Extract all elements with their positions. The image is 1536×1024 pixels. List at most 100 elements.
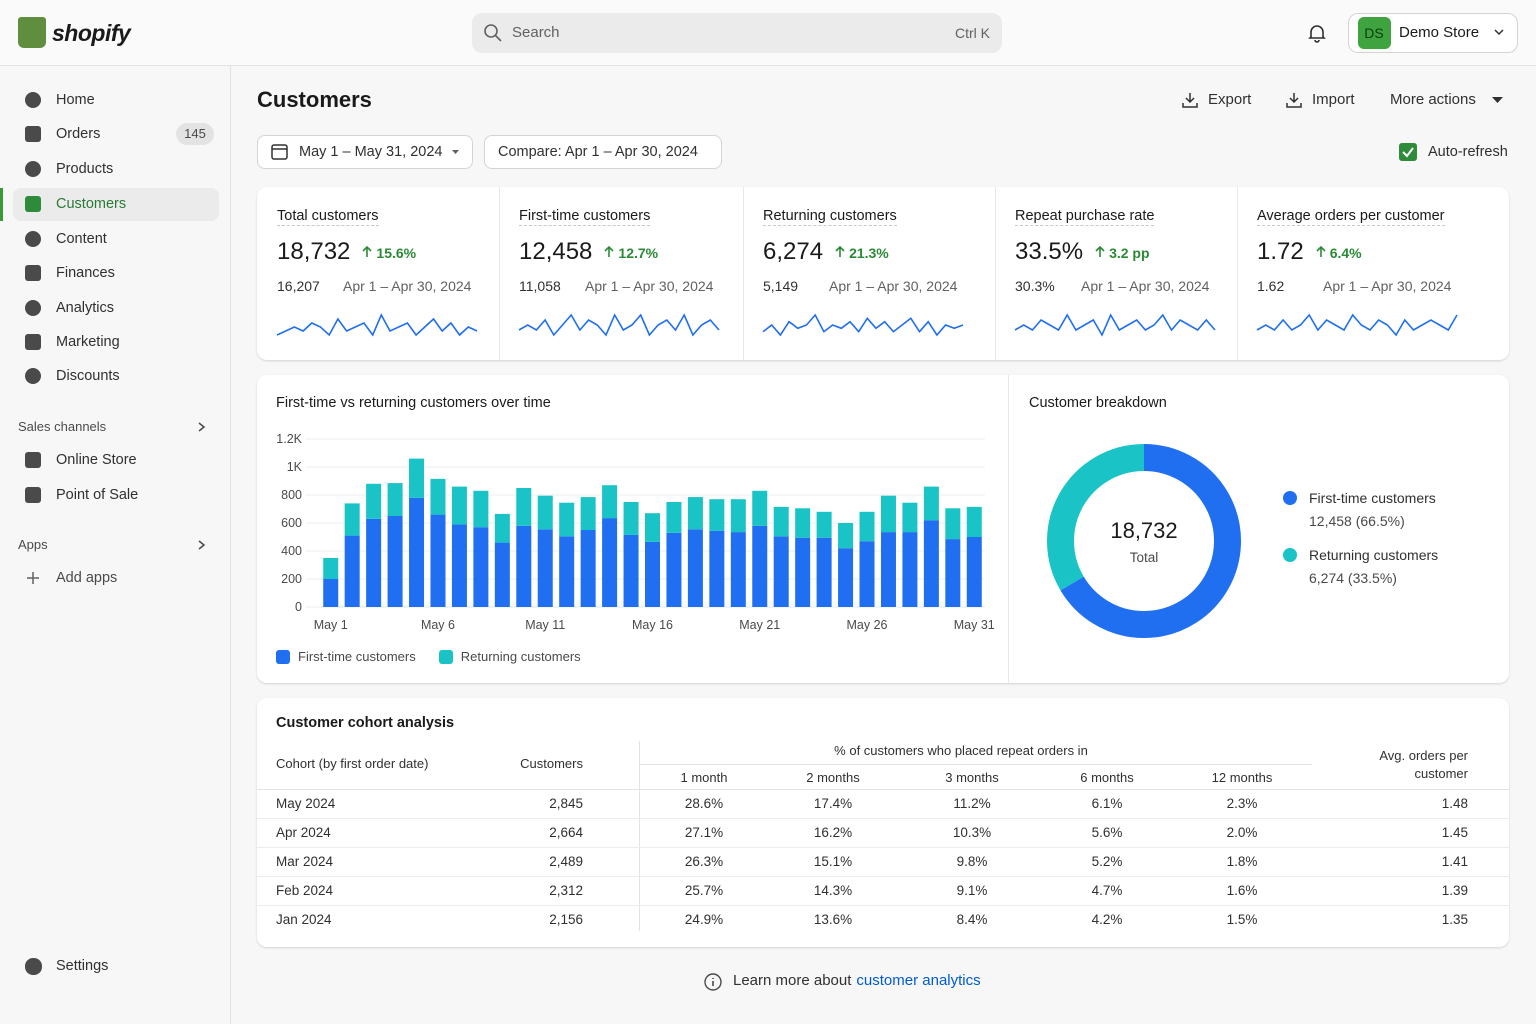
metric-label: Average orders per customer	[1257, 208, 1445, 226]
nav-item[interactable]: Home	[56, 92, 95, 108]
table-header: 6 months	[1080, 770, 1134, 785]
bar-segment	[516, 525, 532, 607]
bar-segment	[537, 495, 553, 530]
table-cell: 27.1%	[684, 825, 724, 840]
up-arrow	[1095, 245, 1105, 257]
y-tick-label: 0	[295, 600, 302, 614]
bar-segment	[623, 502, 639, 535]
bar-segment	[666, 532, 682, 607]
sparkline-line	[518, 313, 720, 337]
table-header: Avg. orders per customer	[1379, 748, 1468, 781]
table-cell: 6.1%	[1091, 796, 1123, 811]
arrow	[835, 245, 845, 257]
plus-icon	[27, 572, 39, 584]
bar-segment	[838, 523, 854, 549]
up-arrow	[362, 245, 372, 257]
table-header: 1 month	[680, 770, 728, 785]
bar-segment	[559, 502, 575, 537]
up-arrow	[604, 245, 614, 257]
nav-item[interactable]: Marketing	[56, 334, 120, 350]
nav-item[interactable]: Customers	[56, 196, 127, 212]
calendar	[271, 144, 288, 160]
table-cell: 2,664	[549, 825, 583, 840]
nav-item[interactable]: Point of Sale	[56, 487, 139, 503]
table-cell: 2,156	[549, 912, 583, 927]
bar-segment	[516, 488, 532, 526]
table-cell: 5.6%	[1091, 825, 1123, 840]
bar-segment	[730, 499, 746, 533]
page-title: Customers	[257, 87, 372, 112]
nav-icon	[25, 300, 41, 316]
table-header-line	[257, 789, 1509, 790]
bar-segment	[430, 478, 446, 515]
y-tick-label: 400	[281, 544, 302, 558]
bar-segment	[816, 537, 832, 607]
compare-button[interactable]	[484, 135, 722, 169]
x-tick-label: May 6	[420, 618, 455, 632]
nav-active-bg	[13, 188, 219, 221]
sparkline	[1014, 313, 1216, 337]
nav-item[interactable]: Online Store	[56, 452, 137, 468]
metric-previous: 16,207	[277, 278, 320, 294]
bar-segment	[773, 506, 789, 537]
nav-item[interactable]: Finances	[56, 265, 115, 281]
nav-item[interactable]: Products	[56, 161, 114, 177]
chevron	[1494, 29, 1504, 36]
footer-link[interactable]: customer analytics	[856, 972, 981, 989]
nav-section[interactable]: Sales channels	[18, 419, 107, 434]
x-tick-label: May 11	[525, 618, 566, 632]
metric-previous: 30.3%	[1015, 278, 1055, 294]
bar-segment	[451, 524, 467, 607]
sparkline-line	[1014, 313, 1216, 337]
nav-badge: 145	[184, 126, 206, 141]
nav-item[interactable]: Orders	[56, 126, 101, 142]
nav-icon	[25, 487, 41, 503]
bell	[1308, 25, 1326, 43]
table-header: 12 months	[1211, 770, 1273, 785]
table-cell: 15.1%	[813, 854, 853, 869]
cohort-card	[257, 698, 1509, 947]
nav-item[interactable]: Discounts	[56, 368, 120, 384]
date-button[interactable]	[257, 135, 473, 169]
legend-label: First-time customers	[1309, 490, 1436, 506]
action-button[interactable]: More actions	[1390, 91, 1476, 108]
calendar-icon	[271, 144, 288, 160]
metric-change: 12.7%	[618, 245, 659, 261]
table-cell: 24.9%	[684, 912, 724, 927]
metric-label: Repeat purchase rate	[1015, 208, 1155, 226]
table-cell: 5.2%	[1091, 854, 1123, 869]
metric-period: Apr 1 – Apr 30, 2024	[585, 278, 714, 294]
caret-down	[1492, 97, 1503, 103]
search-placeholder: Search	[512, 24, 560, 41]
x-tick-label: May 26	[846, 618, 888, 632]
action-button[interactable]: Import	[1312, 91, 1355, 108]
bar-segment	[473, 490, 489, 528]
table-cell: 2,489	[549, 854, 583, 869]
chart-title: First-time vs returning customers over t…	[276, 395, 551, 411]
checkbox	[1399, 143, 1417, 161]
search-box[interactable]	[472, 13, 1002, 53]
download	[1286, 93, 1302, 108]
nav-section[interactable]: Apps	[18, 537, 48, 552]
bar-segment	[795, 537, 811, 607]
chart-title: Customer breakdown	[1029, 395, 1167, 411]
bar-segment	[580, 497, 596, 530]
nav-icon	[25, 92, 41, 108]
bar-segment	[966, 537, 982, 607]
nav-item[interactable]: Analytics	[56, 300, 115, 316]
metric-label: Returning customers	[763, 208, 897, 226]
nav-item[interactable]: Add apps	[56, 570, 118, 586]
sparkline	[276, 313, 478, 337]
metric-previous: 11,058	[519, 278, 561, 294]
table-cell: 2.3%	[1226, 796, 1258, 811]
bar-segment	[945, 539, 961, 607]
nav-item[interactable]: Settings	[56, 958, 109, 974]
sparkline	[518, 313, 720, 337]
x-tick-label: May 1	[313, 618, 348, 632]
table-group-header: % of customers who placed repeat orders …	[834, 743, 1088, 758]
nav-item[interactable]: Content	[56, 231, 107, 247]
table-cell: 10.3%	[952, 825, 992, 840]
action-button[interactable]: Export	[1208, 91, 1252, 108]
